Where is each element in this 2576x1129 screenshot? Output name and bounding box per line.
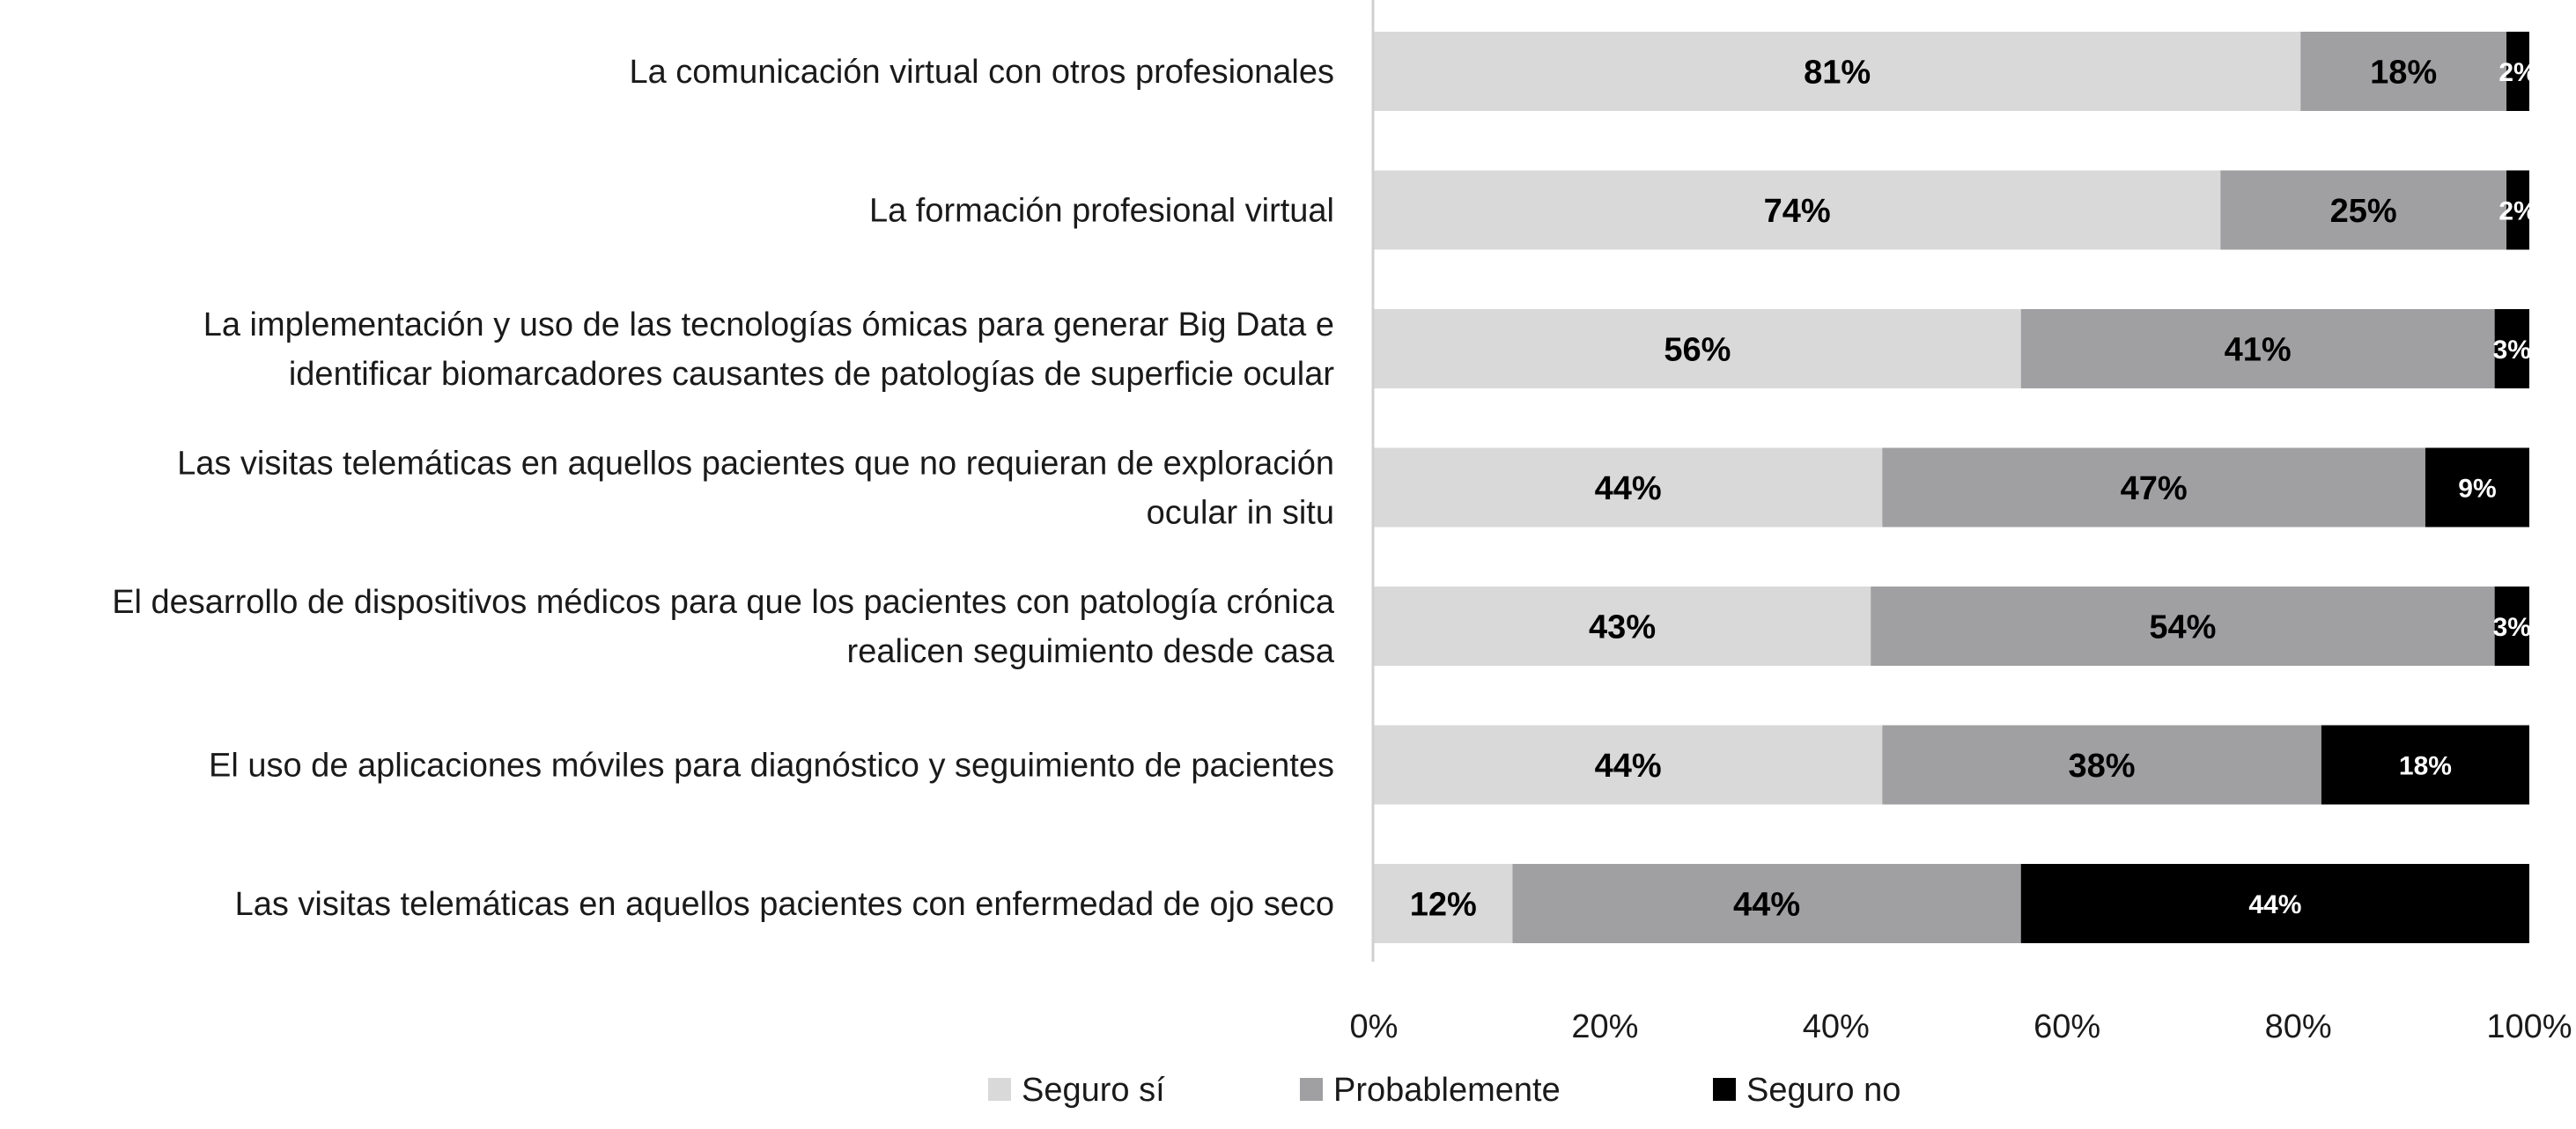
x-tick-label: 40%	[1803, 1008, 1870, 1045]
category-label: La comunicación virtual con otros profes…	[629, 54, 1334, 91]
data-label: 56%	[1664, 332, 1731, 369]
data-label: 18%	[2370, 55, 2437, 92]
x-tick-label: 20%	[1571, 1008, 1638, 1045]
bar-segment	[2506, 170, 2529, 250]
data-label: 41%	[2225, 332, 2292, 369]
bar-segment	[1374, 170, 2221, 250]
data-label: 9%	[2458, 474, 2496, 503]
x-tick-label: 100%	[2486, 1008, 2572, 1045]
bar-segment	[1882, 725, 2321, 805]
legend: Seguro sí Probablemente Seguro no	[988, 1072, 1901, 1109]
category-label: identificar biomarcadores causantes de p…	[289, 356, 1334, 393]
bar-segment	[2506, 32, 2529, 111]
bar-segment	[1374, 864, 1513, 943]
data-label: 38%	[2069, 748, 2136, 785]
category-labels: La comunicación virtual con otros profes…	[112, 54, 1335, 923]
category-label: La formación profesional virtual	[869, 193, 1334, 230]
data-label: 44%	[2248, 890, 2301, 919]
bar-segment	[1374, 587, 1871, 666]
legend-label: Seguro sí	[1022, 1072, 1165, 1109]
data-label: 47%	[2121, 470, 2188, 507]
data-label: 2%	[2498, 196, 2536, 225]
bar-segment	[1882, 447, 2425, 528]
data-label: 81%	[1804, 55, 1871, 92]
bar-segment	[1374, 725, 1883, 805]
x-tick-label: 80%	[2265, 1008, 2332, 1045]
data-label: 18%	[2399, 751, 2452, 780]
data-label: 44%	[1595, 470, 1662, 507]
category-label: Las visitas telemáticas en aquellos paci…	[235, 886, 1334, 923]
data-label: 12%	[1410, 887, 1477, 924]
bar-segment	[2494, 587, 2529, 666]
category-label: ocular in situ	[1147, 495, 1334, 532]
data-label: 25%	[2330, 193, 2397, 230]
x-tick-label: 60%	[2033, 1008, 2100, 1045]
bar-segment	[1374, 32, 2301, 111]
category-label: Las visitas telemáticas en aquellos paci…	[177, 446, 1334, 483]
legend-swatch	[1300, 1078, 1323, 1101]
bar-segment	[2020, 309, 2495, 388]
bar-segment	[1871, 587, 2495, 666]
data-label: 2%	[2498, 58, 2536, 87]
bar-segment	[1374, 447, 1883, 528]
data-label: 54%	[2149, 609, 2216, 646]
category-label: La implementación y uso de las tecnologí…	[203, 306, 1334, 343]
data-label: 74%	[1764, 193, 1831, 230]
data-label: 43%	[1589, 609, 1656, 646]
bar-segment	[2321, 725, 2529, 805]
bar-segment	[1374, 309, 2021, 388]
data-label: 44%	[1595, 748, 1662, 785]
bar-segment	[2020, 864, 2529, 943]
category-label: El desarrollo de dispositivos médicos pa…	[112, 584, 1335, 621]
bars: 81% 18% 2% 74% 25% 2% 56% 41% 3% 44% 47% 9% 43% 54% 3%…	[1374, 32, 2537, 943]
bar-segment	[2220, 170, 2507, 250]
bar-segment	[1512, 864, 2021, 943]
bar-segment	[2425, 447, 2529, 528]
bar-segment	[2494, 309, 2529, 388]
legend-label: Probablemente	[1333, 1072, 1561, 1109]
category-label: El uso de aplicaciones móviles para diag…	[209, 748, 1334, 785]
legend-swatch	[988, 1078, 1011, 1101]
data-label: 3%	[2493, 613, 2531, 642]
x-tick-label: 0%	[1350, 1008, 1399, 1045]
data-label: 44%	[1733, 887, 1800, 924]
category-label: realicen seguimiento desde casa	[847, 633, 1335, 670]
bar-segment	[2300, 32, 2507, 111]
legend-label: Seguro no	[1746, 1072, 1901, 1109]
legend-swatch	[1713, 1078, 1736, 1101]
data-label: 3%	[2493, 336, 2531, 365]
x-axis-tick-labels: 0% 20% 40% 60% 80% 100%	[1350, 1008, 2572, 1045]
